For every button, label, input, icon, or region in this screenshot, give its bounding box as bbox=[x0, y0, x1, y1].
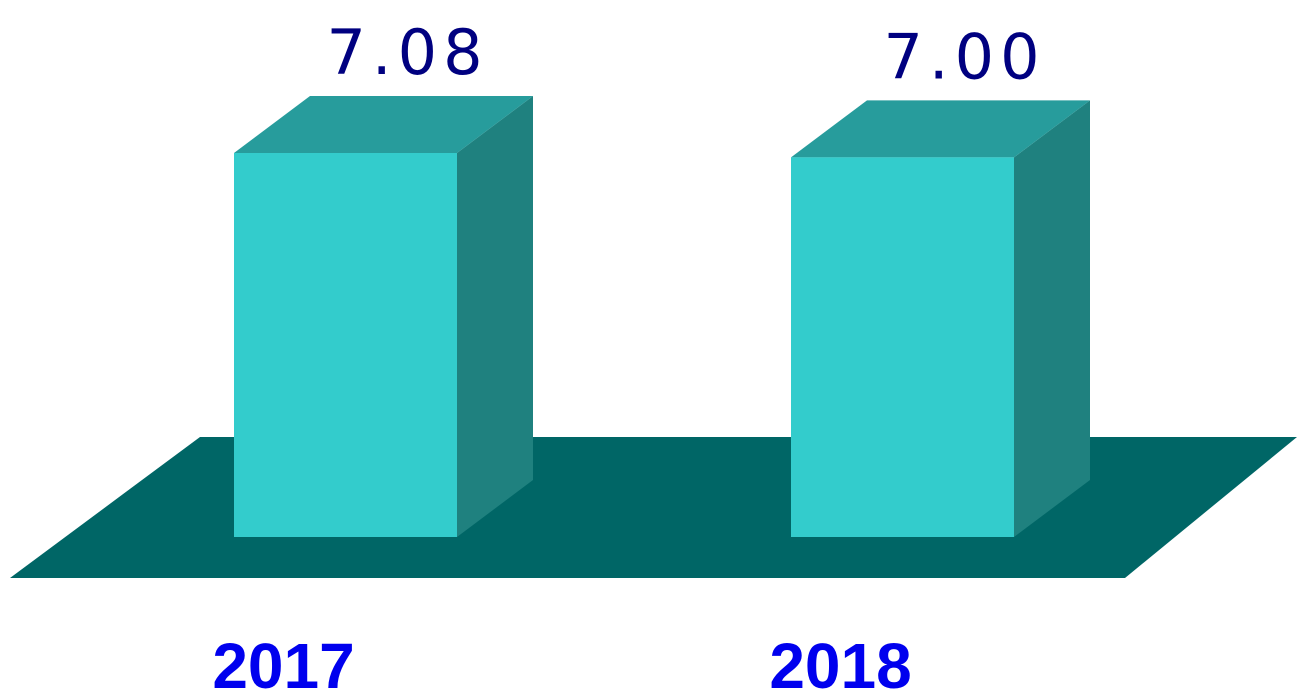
bar bbox=[234, 153, 457, 537]
bar-side bbox=[1014, 100, 1090, 537]
x-tick-label: 2017 bbox=[212, 630, 354, 695]
value-label: 7.00 bbox=[883, 20, 1045, 93]
bar-top bbox=[791, 100, 1090, 158]
floor bbox=[10, 437, 1297, 578]
bar bbox=[791, 157, 1014, 537]
x-tick-label: 2018 bbox=[769, 630, 911, 695]
value-label: 7.08 bbox=[326, 16, 488, 89]
bar-top bbox=[234, 96, 533, 153]
bar-side bbox=[457, 96, 533, 537]
